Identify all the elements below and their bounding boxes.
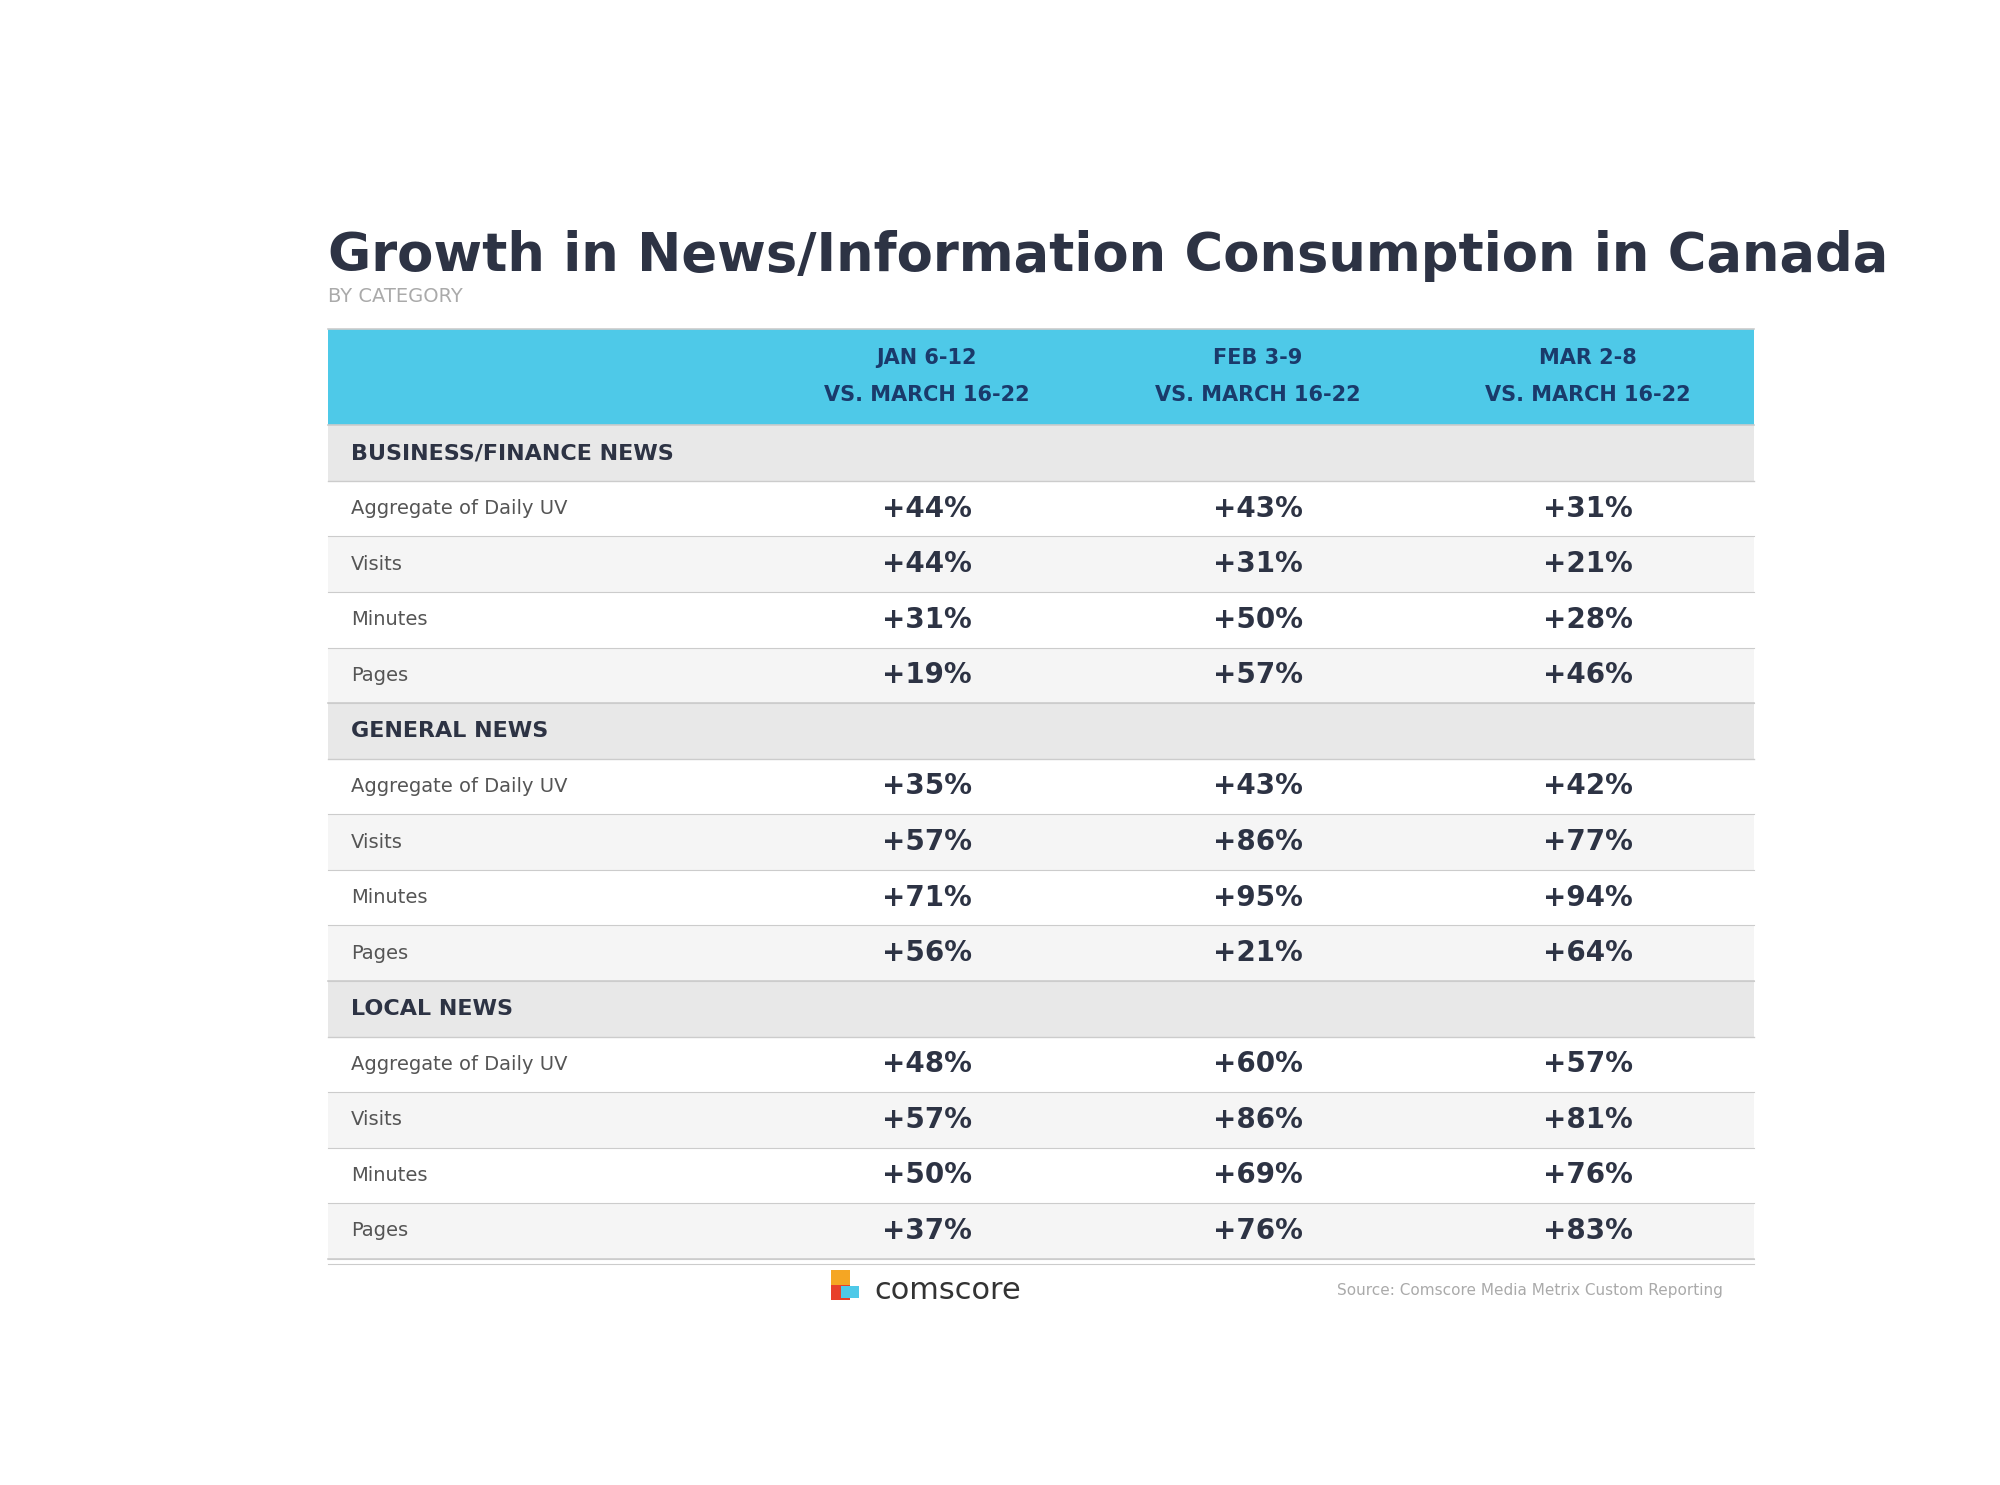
Text: +46%: +46% — [1544, 661, 1634, 689]
Text: Aggregate of Daily UV: Aggregate of Daily UV — [350, 777, 568, 796]
Text: +44%: +44% — [882, 495, 972, 523]
Text: +31%: +31% — [882, 606, 972, 634]
Text: +43%: +43% — [1212, 772, 1302, 800]
Text: Pages: Pages — [350, 943, 408, 962]
Text: +35%: +35% — [882, 772, 972, 800]
FancyBboxPatch shape — [842, 1286, 860, 1298]
Text: VS. MARCH 16-22: VS. MARCH 16-22 — [824, 385, 1030, 404]
Text: +94%: +94% — [1544, 884, 1634, 912]
Text: Pages: Pages — [350, 1222, 408, 1240]
FancyBboxPatch shape — [328, 759, 1754, 814]
Text: Visits: Visits — [350, 833, 402, 851]
Text: +71%: +71% — [882, 884, 972, 912]
Text: +83%: +83% — [1544, 1218, 1634, 1244]
Text: GENERAL NEWS: GENERAL NEWS — [350, 720, 548, 741]
FancyBboxPatch shape — [328, 330, 1754, 425]
FancyBboxPatch shape — [328, 814, 1754, 870]
Text: Minutes: Minutes — [350, 610, 428, 630]
Text: +28%: +28% — [1544, 606, 1634, 634]
Text: +21%: +21% — [1544, 551, 1634, 578]
FancyBboxPatch shape — [832, 1285, 850, 1301]
Text: +60%: +60% — [1212, 1050, 1302, 1078]
Text: +37%: +37% — [882, 1218, 972, 1244]
Text: +86%: +86% — [1212, 1106, 1302, 1135]
Text: +64%: +64% — [1544, 939, 1634, 967]
Text: Visits: Visits — [350, 1111, 402, 1130]
FancyBboxPatch shape — [328, 1203, 1754, 1259]
Text: Visits: Visits — [350, 555, 402, 573]
FancyBboxPatch shape — [328, 1091, 1754, 1148]
Text: +50%: +50% — [882, 1161, 972, 1189]
FancyBboxPatch shape — [328, 702, 1754, 759]
Text: +57%: +57% — [1544, 1050, 1634, 1078]
FancyBboxPatch shape — [328, 870, 1754, 925]
Text: +76%: +76% — [1212, 1218, 1302, 1244]
Text: VS. MARCH 16-22: VS. MARCH 16-22 — [1154, 385, 1360, 404]
Text: +57%: +57% — [882, 829, 972, 855]
Text: +76%: +76% — [1544, 1161, 1634, 1189]
Text: +57%: +57% — [1212, 661, 1302, 689]
Text: FEB 3-9: FEB 3-9 — [1212, 347, 1302, 368]
Text: Growth in News/Information Consumption in Canada: Growth in News/Information Consumption i… — [328, 230, 1888, 282]
FancyBboxPatch shape — [328, 1148, 1754, 1203]
Text: VS. MARCH 16-22: VS. MARCH 16-22 — [1486, 385, 1690, 404]
FancyBboxPatch shape — [328, 982, 1754, 1037]
FancyBboxPatch shape — [832, 1271, 850, 1286]
Text: +44%: +44% — [882, 551, 972, 578]
Text: +43%: +43% — [1212, 495, 1302, 523]
Text: Minutes: Minutes — [350, 1166, 428, 1185]
Text: Aggregate of Daily UV: Aggregate of Daily UV — [350, 499, 568, 518]
Text: +42%: +42% — [1544, 772, 1634, 800]
FancyBboxPatch shape — [328, 925, 1754, 982]
Text: Aggregate of Daily UV: Aggregate of Daily UV — [350, 1054, 568, 1074]
Text: +81%: +81% — [1544, 1106, 1634, 1135]
Text: +77%: +77% — [1544, 829, 1634, 855]
FancyBboxPatch shape — [328, 425, 1754, 481]
Text: +48%: +48% — [882, 1050, 972, 1078]
Text: +95%: +95% — [1212, 884, 1302, 912]
Text: +57%: +57% — [882, 1106, 972, 1135]
Text: JAN 6-12: JAN 6-12 — [876, 347, 978, 368]
Text: BY CATEGORY: BY CATEGORY — [328, 287, 462, 306]
FancyBboxPatch shape — [328, 1037, 1754, 1091]
Text: +56%: +56% — [882, 939, 972, 967]
Text: Minutes: Minutes — [350, 888, 428, 907]
Text: Source: Comscore Media Metrix Custom Reporting: Source: Comscore Media Metrix Custom Rep… — [1336, 1283, 1722, 1298]
FancyBboxPatch shape — [328, 481, 1754, 536]
Text: +19%: +19% — [882, 661, 972, 689]
Text: +21%: +21% — [1212, 939, 1302, 967]
FancyBboxPatch shape — [328, 647, 1754, 702]
Text: LOCAL NEWS: LOCAL NEWS — [350, 999, 512, 1019]
Text: +50%: +50% — [1212, 606, 1302, 634]
Text: comscore: comscore — [874, 1276, 1022, 1305]
Text: MAR 2-8: MAR 2-8 — [1540, 347, 1638, 368]
FancyBboxPatch shape — [328, 593, 1754, 647]
Text: BUSINESS/FINANCE NEWS: BUSINESS/FINANCE NEWS — [350, 443, 674, 463]
Text: +69%: +69% — [1212, 1161, 1302, 1189]
Text: +31%: +31% — [1212, 551, 1302, 578]
Text: Pages: Pages — [350, 665, 408, 685]
FancyBboxPatch shape — [328, 536, 1754, 593]
Text: +31%: +31% — [1544, 495, 1634, 523]
Text: +86%: +86% — [1212, 829, 1302, 855]
